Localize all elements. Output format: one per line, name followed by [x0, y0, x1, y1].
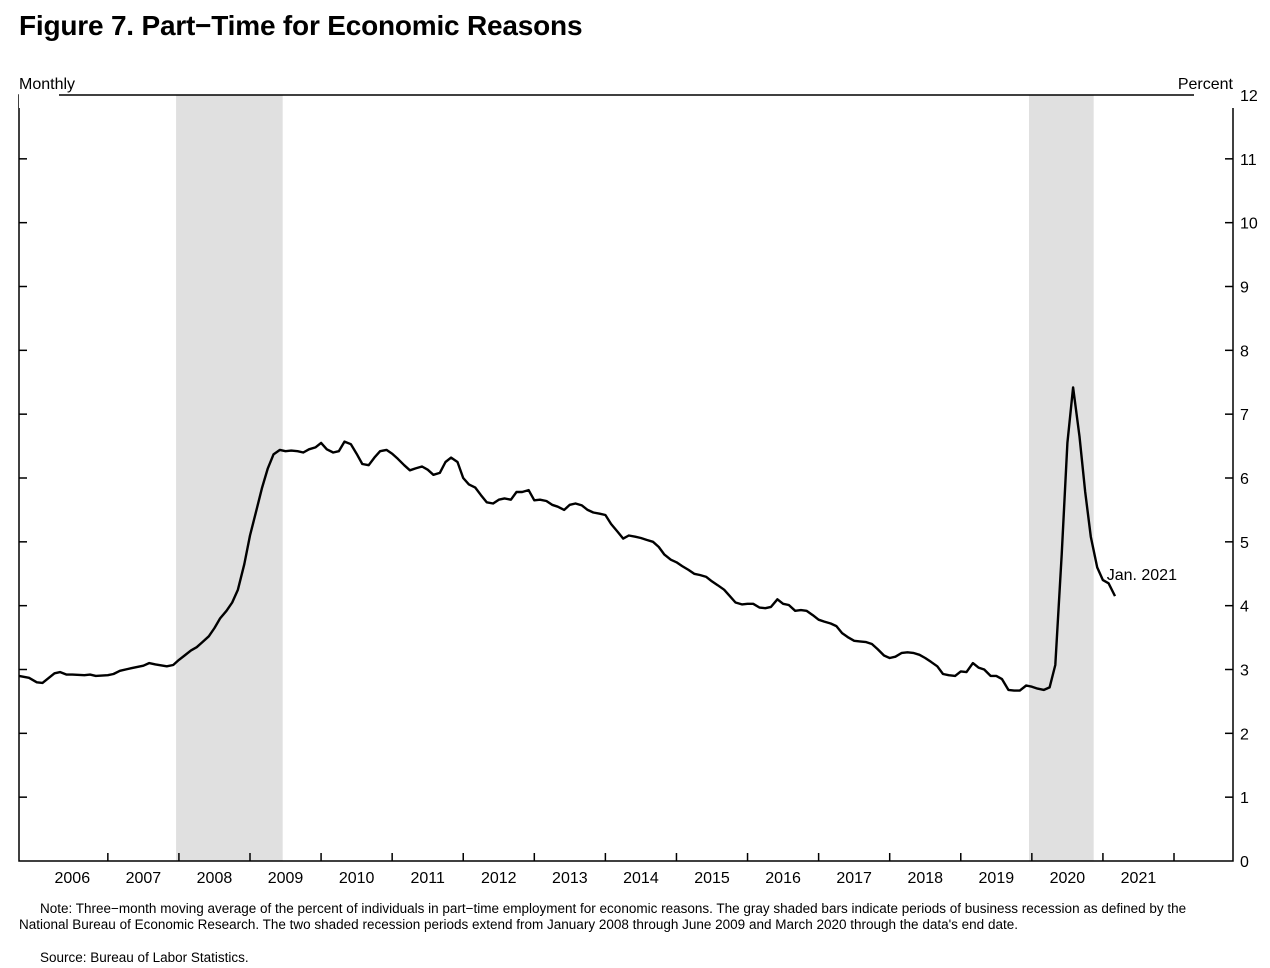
x-tick-label: 2018	[907, 870, 943, 887]
y-tick-label: 10	[1240, 216, 1258, 233]
y-tick-label: 6	[1240, 471, 1249, 488]
x-tick-label: 2006	[55, 870, 91, 887]
x-tick-label: 2014	[623, 870, 659, 887]
left-axis-label: Monthly	[19, 76, 75, 93]
x-tick-label: 2016	[765, 870, 801, 887]
x-tick-label: 2008	[197, 870, 233, 887]
y-tick-label: 2	[1240, 726, 1249, 743]
chart-title: Figure 7. Part−Time for Economic Reasons	[19, 10, 583, 41]
x-tick-label: 2012	[481, 870, 517, 887]
recession-bands	[176, 95, 1094, 861]
x-tick-label: 2007	[126, 870, 162, 887]
left-label-mask	[19, 78, 59, 108]
chart-source: Source: Bureau of Labor Statistics.	[40, 950, 249, 965]
y-tick-label: 1	[1240, 790, 1249, 807]
y-tick-label: 4	[1240, 599, 1249, 616]
x-tick-label: 2020	[1050, 870, 1086, 887]
annotation-label: Jan. 2021	[1107, 567, 1177, 584]
x-tick-label: 2013	[552, 870, 588, 887]
chart-note: Note: Three−month moving average of the …	[19, 901, 1187, 932]
x-tick-label: 2017	[836, 870, 872, 887]
x-tick-label: 2009	[268, 870, 304, 887]
right-label-mask	[1194, 78, 1234, 108]
recession-band-1	[176, 95, 283, 861]
y-tick-label: 5	[1240, 535, 1249, 552]
y-tick-label: 9	[1240, 280, 1249, 297]
x-tick-label: 2010	[339, 870, 375, 887]
x-tick-label: 2011	[410, 870, 445, 887]
y-tick-label: 3	[1240, 663, 1249, 680]
y-tick-label: 8	[1240, 343, 1249, 360]
x-tick-label: 2021	[1121, 870, 1157, 887]
series-line	[18, 386, 1117, 692]
y-tick-label: 12	[1240, 88, 1258, 105]
x-tick-label: 2019	[979, 870, 1015, 887]
y-tick-label: 11	[1240, 152, 1257, 169]
x-axis: 2006 2007 2008 2009 2010 2011 2012 2013 2014 2015…	[55, 853, 1175, 887]
y-tick-label: 0	[1240, 854, 1249, 871]
x-tick-label: 2015	[694, 870, 730, 887]
y-tick-label: 7	[1240, 407, 1249, 424]
right-axis-label: Percent	[1178, 76, 1234, 93]
